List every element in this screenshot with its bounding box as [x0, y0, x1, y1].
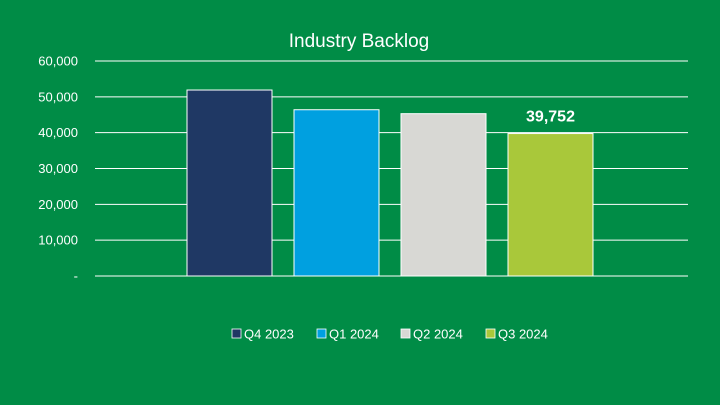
bar-q1-2024 [293, 109, 380, 277]
y-tick-label: - [74, 269, 78, 284]
y-tick-label: 60,000 [38, 54, 78, 69]
bar-q3-2024 [507, 133, 594, 277]
bar-q4-2023 [186, 89, 273, 277]
legend-swatch [400, 328, 411, 339]
legend-swatch [485, 328, 496, 339]
y-axis-tick-labels: - 10,000 20,000 30,000 40,000 50,000 60,000 [38, 54, 78, 284]
gridlines [95, 60, 688, 277]
y-tick-label: 10,000 [38, 233, 78, 248]
bars [186, 89, 594, 277]
data-labels: 39,752 [526, 109, 575, 126]
bar-q2-2024 [400, 113, 487, 277]
y-tick-label: 40,000 [38, 125, 78, 140]
chart-title: Industry Backlog [289, 31, 429, 52]
data-label: 39,752 [526, 109, 575, 126]
y-tick-label: 50,000 [38, 89, 78, 104]
legend-label: Q1 2024 [329, 327, 379, 342]
legend-swatch [231, 328, 242, 339]
legend: Q4 2023 Q1 2024 Q2 2024 Q3 2024 [231, 327, 548, 342]
legend-label: Q4 2023 [244, 327, 294, 342]
legend-label: Q3 2024 [498, 327, 548, 342]
y-tick-label: 20,000 [38, 197, 78, 212]
y-tick-label: 30,000 [38, 161, 78, 176]
legend-swatch [316, 328, 327, 339]
legend-label: Q2 2024 [413, 327, 463, 342]
